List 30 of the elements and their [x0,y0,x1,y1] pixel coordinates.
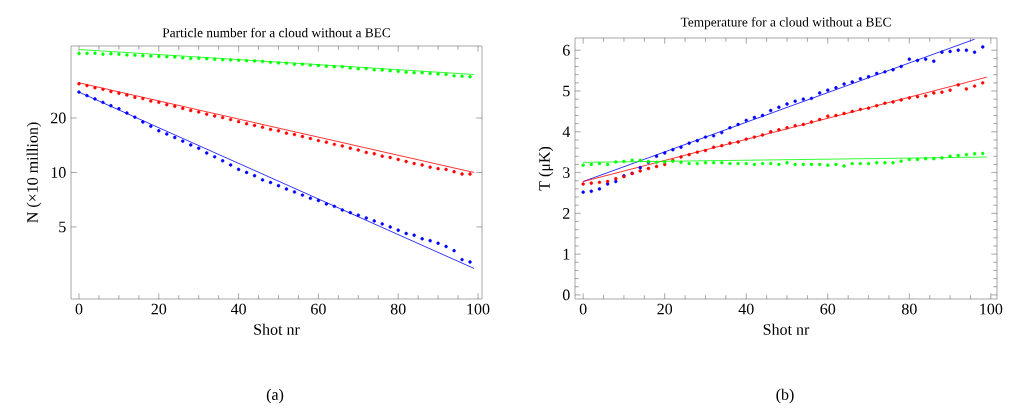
y-tick-label: 5 [563,85,570,97]
y-tick-label: 3 [563,167,570,178]
x-tick-label: 80 [901,303,917,315]
x-tick-label: 40 [230,303,246,315]
x-tick-label: 20 [657,303,673,315]
chart-title: Particle number for a cloud without a BEC [162,27,391,38]
x-tick-label: 0 [579,303,587,315]
y-tick-label: 0 [562,289,570,301]
text: (a) [266,388,284,404]
x-tick-label: 100 [980,303,1003,315]
x-tick-label: 0 [75,303,83,315]
y-axis-title: N (×10 million) [26,122,42,223]
x-tick-label: 60 [820,303,836,315]
y-tick-label: 4 [562,126,571,138]
chart-title: Temperature for a cloud without a BEC [680,17,891,30]
x-tick-label: 60 [311,303,326,315]
x-tick-label: 80 [390,303,406,315]
x-tick-label: 100 [467,303,490,315]
y-tick-label: 5 [59,221,66,233]
y-axis-title: T (μK) [538,146,554,191]
x-tick-label: 20 [151,303,167,315]
y-tick-label: 10 [51,167,66,178]
y-tick-label: 2 [563,208,570,219]
y-tick-label: 20 [51,112,66,124]
x-axis-title: Shot nr [254,323,300,335]
y-tick-label: 6 [562,44,570,56]
x-axis-title: Shot nr [763,323,810,335]
y-tick-label: 1 [563,248,570,260]
x-tick-label: 40 [738,303,754,315]
text: (b) [776,388,794,404]
